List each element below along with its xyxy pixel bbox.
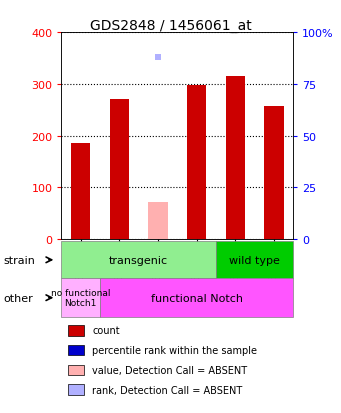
- Bar: [110, 100, 129, 240]
- Bar: [264, 106, 284, 240]
- Text: GDS2848 / 1456061_at: GDS2848 / 1456061_at: [90, 19, 251, 33]
- Text: functional Notch: functional Notch: [151, 293, 243, 303]
- Text: rank, Detection Call = ABSENT: rank, Detection Call = ABSENT: [92, 385, 242, 395]
- Text: percentile rank within the sample: percentile rank within the sample: [92, 345, 257, 355]
- Text: no functional
Notch1: no functional Notch1: [51, 288, 110, 308]
- Text: wild type: wild type: [229, 255, 280, 265]
- Bar: [71, 144, 90, 240]
- Bar: [154, 55, 162, 60]
- Text: other: other: [3, 293, 33, 303]
- Text: value, Detection Call = ABSENT: value, Detection Call = ABSENT: [92, 365, 247, 375]
- Bar: [148, 202, 168, 240]
- Text: count: count: [92, 325, 120, 335]
- Bar: [187, 86, 206, 240]
- Text: transgenic: transgenic: [109, 255, 168, 265]
- Text: strain: strain: [3, 255, 35, 265]
- Bar: [226, 77, 245, 240]
